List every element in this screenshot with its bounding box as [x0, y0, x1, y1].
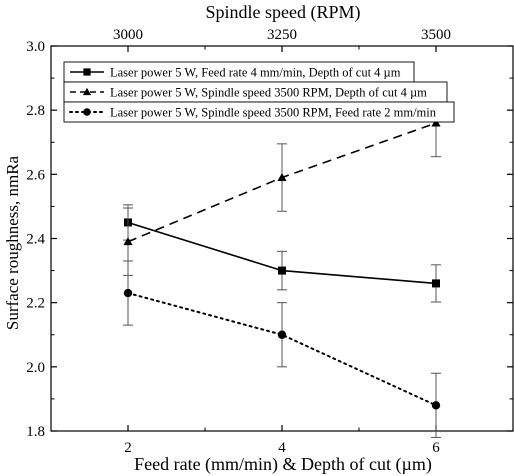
x-tick-label: 4 — [278, 440, 286, 456]
triangle-marker — [277, 172, 287, 181]
top-tick-label: 3500 — [421, 27, 451, 43]
y-axis-title: Surface roughness, nmRa — [3, 155, 22, 330]
y-tick-label: 2.4 — [26, 232, 45, 248]
triangle-marker — [82, 87, 92, 96]
legend-label: Laser power 5 W, Feed rate 4 mm/min, Dep… — [110, 66, 401, 80]
square-marker — [83, 68, 91, 76]
ticks-layer: 1.8 2.0 2.2 2.4 2.6 2.8 3.0 2 3000 4 3250 6 3500 — [26, 27, 514, 456]
y-tick-label: 2.2 — [26, 296, 45, 312]
y-tick-label: 2.0 — [26, 360, 45, 376]
square-marker — [278, 266, 286, 275]
y-tick-label: 1.8 — [26, 424, 45, 440]
series-1 — [123, 204, 441, 303]
x-tick-label: 6 — [432, 440, 440, 456]
top-tick-label: 3250 — [267, 27, 297, 43]
legend-item-2: Laser power 5 W, Spindle speed 3500 RPM,… — [63, 81, 448, 103]
circle-marker — [431, 401, 441, 410]
legend-label: Laser power 5 W, Spindle speed 3500 RPM,… — [110, 86, 427, 100]
legend-item-1: Laser power 5 W, Feed rate 4 mm/min, Dep… — [63, 61, 415, 83]
circle-marker — [277, 330, 287, 339]
triangle-marker — [123, 237, 133, 246]
top-tick-label: 3000 — [113, 27, 143, 43]
y-tick-label: 2.6 — [26, 167, 45, 183]
series-line — [127, 292, 437, 407]
legend: Laser power 5 W, Feed rate 4 mm/min, Dep… — [63, 61, 455, 123]
square-marker — [432, 279, 440, 288]
circle-marker — [123, 288, 133, 298]
x-axis-title: Feed rate (mm/min) & Depth of cut (µm) — [134, 454, 432, 475]
circle-marker — [83, 108, 91, 116]
y-tick-label: 3.0 — [26, 39, 45, 55]
series-3 — [123, 260, 441, 438]
series-layer — [123, 88, 441, 438]
series-2 — [123, 88, 441, 276]
x-tick-label: 2 — [124, 440, 132, 456]
legend-item-3: Laser power 5 W, Spindle speed 3500 RPM,… — [63, 101, 455, 123]
top-axis-title: Spindle speed (RPM) — [206, 2, 361, 23]
legend-box — [63, 101, 455, 123]
y-tick-label: 2.8 — [26, 103, 45, 119]
legend-label: Laser power 5 W, Spindle speed 3500 RPM,… — [110, 106, 437, 120]
